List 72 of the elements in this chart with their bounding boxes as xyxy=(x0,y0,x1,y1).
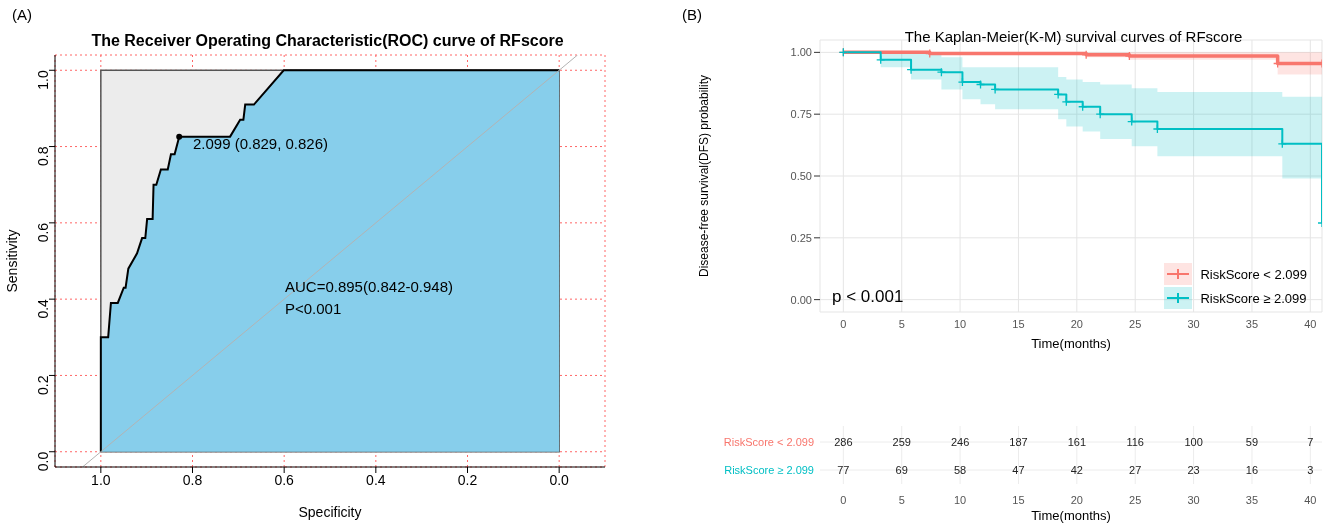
annotation: p < 0.001 xyxy=(832,287,904,307)
y-tick-label: 0.25 xyxy=(790,231,812,244)
data-label: 69 xyxy=(895,464,908,476)
text: (A) xyxy=(12,6,32,23)
x-tick-label: 0.8 xyxy=(182,471,203,488)
data-label: 259 xyxy=(892,436,911,448)
data-label: 246 xyxy=(950,436,970,448)
chart-title: The Receiver Operating Characteristic(ROC) curve of RFscore xyxy=(90,32,565,50)
data-label: 116 xyxy=(1126,436,1144,448)
x-tick-label: 30 xyxy=(1187,317,1200,330)
data-label: 100 xyxy=(1184,436,1203,448)
y-tick-label: 0.50 xyxy=(790,169,812,182)
x-tick-label: 0 xyxy=(840,317,847,330)
x-tick-label: 15 xyxy=(1012,494,1025,506)
x-axis-title: Time(months) xyxy=(1031,336,1111,351)
legend-label: RiskScore ≥ 2.099 xyxy=(1200,290,1307,306)
x-tick-label: 10 xyxy=(953,317,967,330)
y-tick-label: 0.00 xyxy=(790,293,812,306)
data-label: 23 xyxy=(1187,464,1200,476)
data-label: 58 xyxy=(953,464,967,476)
data-label: 161 xyxy=(1067,436,1087,448)
text: (B) xyxy=(682,6,702,23)
x-tick-label: 40 xyxy=(1304,494,1317,506)
annotation: 2.099 (0.829, 0.826) xyxy=(192,134,329,152)
x-tick-label: 20 xyxy=(1070,317,1083,330)
x-tick-label: 1.0 xyxy=(91,471,111,488)
x-tick-label: 35 xyxy=(1245,317,1259,330)
point xyxy=(906,65,916,75)
x-tick-label: 35 xyxy=(1245,494,1259,506)
x-tick-label: 25 xyxy=(1129,317,1142,330)
y-tick-label: 0.0 xyxy=(34,451,51,472)
data-label: 187 xyxy=(1009,436,1028,448)
x-axis-title: Specificity xyxy=(298,504,362,520)
x-tick-label: 40 xyxy=(1304,317,1317,330)
legend-label: RiskScore < 2.099 xyxy=(1200,266,1307,282)
x-tick-label: 0 xyxy=(840,494,847,506)
data-label: 42 xyxy=(1070,464,1083,476)
data-label: 77 xyxy=(837,464,850,476)
x-tick-label: 30 xyxy=(1187,494,1200,506)
x-tick-label: 0.2 xyxy=(457,471,478,488)
data-label: 7 xyxy=(1307,436,1314,448)
x-tick-label: 0.6 xyxy=(274,471,295,488)
chart-title: The Kaplan-Meier(K-M) survival curves of RFscore xyxy=(903,28,1244,45)
x-tick-label: 25 xyxy=(1129,494,1142,506)
y-tick-label: 1.00 xyxy=(790,46,812,59)
y-tick-label: 0.2 xyxy=(34,375,51,395)
x-tick-label: 20 xyxy=(1070,494,1083,506)
x-tick-label: 0.4 xyxy=(366,471,386,488)
x-tick-label: 15 xyxy=(1012,317,1025,330)
y-tick-label: RiskScore ≥ 2.099 xyxy=(724,464,814,476)
data-label: 3 xyxy=(1307,464,1314,476)
point xyxy=(1277,139,1287,149)
annotation: P<0.001 xyxy=(285,300,342,317)
data-label: 27 xyxy=(1129,464,1142,476)
x-tick-label: 10 xyxy=(953,494,967,506)
point xyxy=(936,67,947,77)
data-label: 59 xyxy=(1245,436,1259,448)
x-tick-label: 5 xyxy=(898,317,905,330)
y-axis-title: Disease-free survival(DFS) probability xyxy=(697,74,712,278)
y-tick-label: RiskScore < 2.099 xyxy=(723,436,814,448)
y-tick-label: 0.6 xyxy=(34,222,51,243)
y-tick-label: 0.8 xyxy=(34,146,51,167)
x-tick-label: 5 xyxy=(898,494,905,506)
data-label: 47 xyxy=(1012,464,1025,476)
x-axis-title: Time(months) xyxy=(1031,508,1111,523)
x-tick-label: 0.0 xyxy=(549,471,570,488)
data-label: 16 xyxy=(1245,464,1259,476)
annotation: AUC=0.895(0.842-0.948) xyxy=(285,278,454,295)
y-axis-title: Sensitivity xyxy=(3,229,20,293)
y-tick-label: 1.0 xyxy=(34,70,51,90)
data-label: 286 xyxy=(834,436,853,448)
y-tick-label: 0.75 xyxy=(790,108,812,121)
